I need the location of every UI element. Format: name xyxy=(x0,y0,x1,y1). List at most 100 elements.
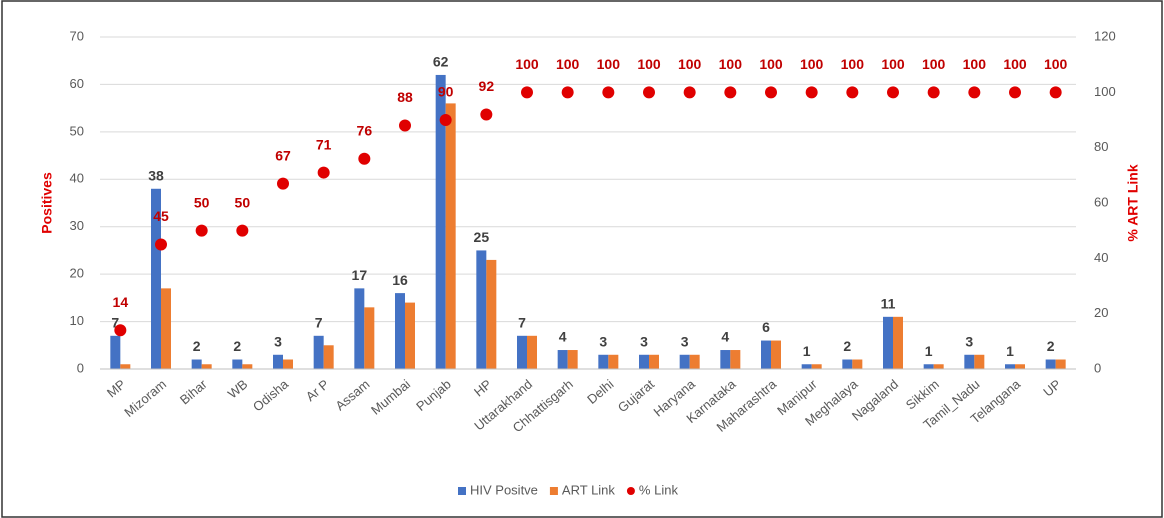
data-label: 1 xyxy=(803,343,811,359)
bar xyxy=(201,364,212,369)
bar xyxy=(852,359,863,369)
bar xyxy=(486,259,497,369)
bar xyxy=(923,364,934,369)
bar xyxy=(517,335,527,369)
data-label: 1 xyxy=(1006,343,1014,359)
bar xyxy=(283,359,293,369)
y-tick-label: 20 xyxy=(70,266,84,281)
data-label: 7 xyxy=(315,315,323,331)
bar xyxy=(649,354,659,369)
point xyxy=(114,324,127,337)
bar xyxy=(445,103,456,370)
y2-axis-label: % ART Link xyxy=(1125,164,1141,241)
y-axis-label: Positives xyxy=(39,172,55,234)
point xyxy=(968,86,981,99)
data-label: 3 xyxy=(599,333,607,349)
data-label: 2 xyxy=(1047,338,1055,354)
bar xyxy=(527,335,537,369)
point xyxy=(724,86,737,99)
data-label: 2 xyxy=(233,338,241,354)
bar xyxy=(720,350,731,369)
legend-label: ART Link xyxy=(562,482,615,497)
y-tick-label: 0 xyxy=(77,360,84,375)
legend-label: % Link xyxy=(639,482,679,497)
data-label: 100 xyxy=(922,56,946,72)
bar xyxy=(933,364,944,369)
bar xyxy=(1015,364,1025,369)
bar xyxy=(761,340,771,369)
point xyxy=(439,114,452,126)
data-label: 14 xyxy=(113,294,129,310)
data-label: 17 xyxy=(352,267,368,283)
point xyxy=(399,119,411,132)
legend-swatch xyxy=(626,487,635,495)
point xyxy=(927,86,940,99)
bar xyxy=(608,354,619,369)
bar xyxy=(811,364,822,369)
data-label: 7 xyxy=(111,315,119,331)
bar xyxy=(354,288,365,369)
data-label: 45 xyxy=(153,208,169,224)
data-label: 100 xyxy=(637,56,661,72)
point xyxy=(765,86,777,99)
bar xyxy=(1055,359,1066,369)
point xyxy=(887,86,899,99)
data-label: 100 xyxy=(719,56,743,72)
data-label: 100 xyxy=(515,56,539,72)
bar xyxy=(689,354,700,369)
bar xyxy=(679,354,690,369)
y2-tick-label: 0 xyxy=(1094,360,1101,375)
data-label: 62 xyxy=(433,54,449,70)
y-tick-label: 30 xyxy=(70,218,84,233)
point xyxy=(317,166,330,179)
bar xyxy=(435,74,446,369)
data-label: 71 xyxy=(316,136,332,152)
data-label: 50 xyxy=(194,194,210,210)
data-label: 25 xyxy=(474,229,490,245)
y-tick-label: 50 xyxy=(70,123,84,138)
y2-tick-label: 100 xyxy=(1094,84,1116,99)
bar xyxy=(883,316,893,369)
bar xyxy=(110,335,121,369)
data-label: 3 xyxy=(640,333,648,349)
data-label: 2 xyxy=(193,338,201,354)
point xyxy=(561,86,574,99)
data-label: 4 xyxy=(559,329,567,345)
bar xyxy=(964,354,975,369)
data-label: 100 xyxy=(678,56,702,72)
bar xyxy=(232,359,243,369)
data-label: 67 xyxy=(275,147,291,163)
point xyxy=(643,86,655,99)
legend-swatch xyxy=(549,487,558,495)
legend-label: HIV Positve xyxy=(470,482,538,497)
data-label: 4 xyxy=(721,329,729,345)
point xyxy=(846,86,859,99)
y-tick-label: 10 xyxy=(70,313,84,328)
bar xyxy=(313,335,324,369)
bar xyxy=(842,359,853,369)
data-label: 11 xyxy=(881,296,896,312)
data-label: 100 xyxy=(1044,56,1068,72)
data-label: 100 xyxy=(556,56,580,72)
data-label: 1 xyxy=(925,343,933,359)
bar xyxy=(191,359,202,369)
bar xyxy=(567,350,578,369)
bar xyxy=(323,345,334,369)
y2-tick-label: 60 xyxy=(1094,194,1108,209)
point xyxy=(1049,86,1062,99)
bar xyxy=(801,364,812,369)
bar xyxy=(476,250,487,369)
data-label: 92 xyxy=(479,78,495,94)
point xyxy=(602,86,615,99)
data-label: 3 xyxy=(965,333,973,349)
point xyxy=(521,86,533,99)
point xyxy=(358,152,371,165)
legend-swatch xyxy=(458,487,466,495)
y2-tick-label: 20 xyxy=(1094,305,1108,320)
bar xyxy=(893,316,903,369)
data-label: 50 xyxy=(235,194,251,210)
point xyxy=(683,86,696,99)
point xyxy=(1009,86,1021,99)
